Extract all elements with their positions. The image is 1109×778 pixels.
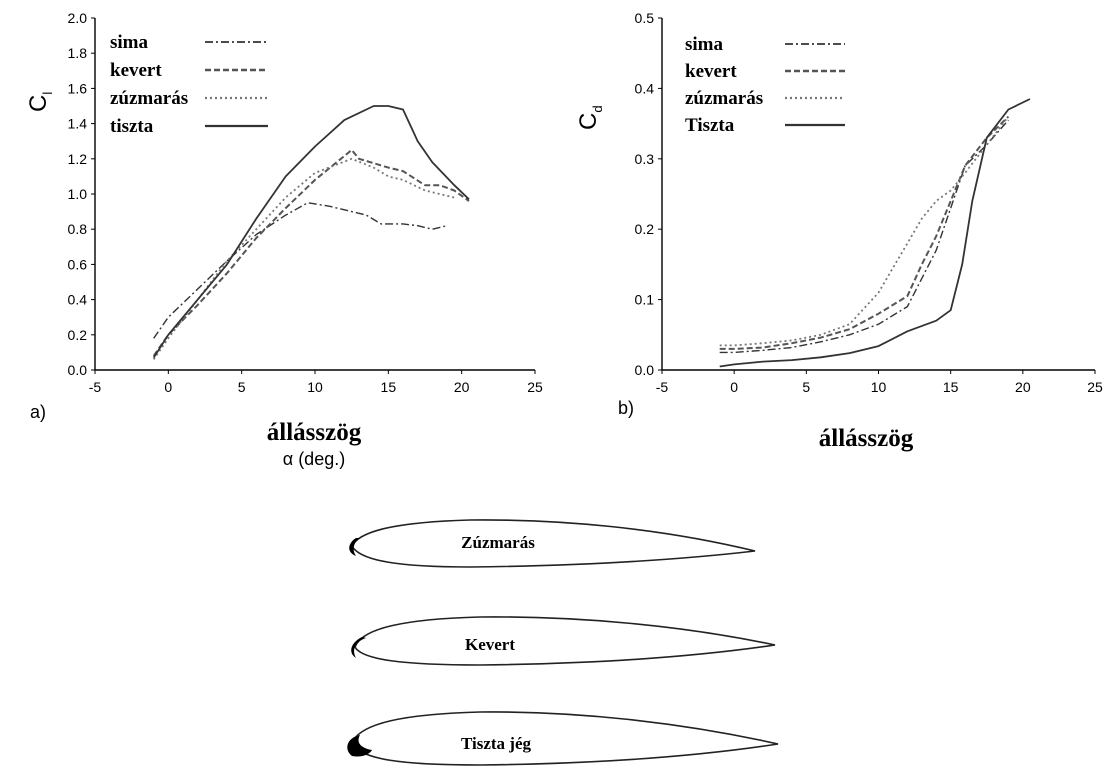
series-line-Tiszta bbox=[719, 98, 1031, 368]
y-tick-label: 0.5 bbox=[635, 10, 655, 26]
series-line-zúzmarás bbox=[152, 157, 455, 360]
x-tick-label: 25 bbox=[1087, 379, 1103, 395]
x-axis-title-b: állásszög bbox=[819, 425, 914, 452]
series-line-kevert bbox=[719, 115, 1010, 350]
y-tick-label: 0.6 bbox=[68, 256, 88, 272]
y-tick-label: 0.0 bbox=[635, 362, 655, 378]
series-group-a bbox=[152, 105, 470, 360]
ice-accretion-shape bbox=[351, 637, 366, 658]
y-tick-label: 1.4 bbox=[68, 116, 88, 132]
series-line-kevert bbox=[152, 149, 470, 357]
y-tick-label: 0.4 bbox=[68, 292, 88, 308]
x-tick-label: 5 bbox=[802, 379, 810, 395]
airfoil-label: Zúzmarás bbox=[461, 533, 535, 552]
y-tick-label: 1.6 bbox=[68, 80, 88, 96]
x-tick-label: 10 bbox=[307, 379, 323, 395]
y-axis-label-sub-b: d bbox=[590, 105, 605, 112]
legend-label: Tiszta bbox=[685, 115, 735, 136]
y-ticks-b: 0.0 0.1 0.2 0.3 0.4 0.5 bbox=[635, 10, 662, 378]
y-tick-label: 0.2 bbox=[635, 221, 655, 237]
y-tick-label: 0.3 bbox=[635, 151, 655, 167]
legend-label: kevert bbox=[110, 60, 162, 81]
airfoil-outline bbox=[354, 616, 776, 666]
airfoil-zuzmaras: Zúzmarás bbox=[349, 519, 756, 568]
y-axis-label-main-a: C bbox=[25, 95, 52, 112]
y-axis-label-sub-a: l bbox=[40, 92, 55, 95]
legend-label: kevert bbox=[685, 61, 737, 82]
airfoil-label: Kevert bbox=[465, 635, 515, 654]
chart-a: 0.0 0.2 0.4 0.6 0.8 1.0 1.2 1.4 1.6 1.8 2.0 -5 0 5 10… bbox=[25, 10, 543, 469]
panel-label-b: b) bbox=[618, 398, 634, 418]
series-line-tiszta bbox=[152, 105, 470, 359]
x-ticks-b: -5 0 5 10 15 20 25 bbox=[656, 370, 1103, 395]
x-ticks-a: -5 0 5 10 15 20 25 bbox=[89, 370, 543, 395]
y-tick-label: 1.0 bbox=[68, 186, 88, 202]
legend-label: zúzmarás bbox=[685, 88, 763, 109]
series-line-sima bbox=[719, 119, 1009, 354]
y-ticks-a: 0.0 0.2 0.4 0.6 0.8 1.0 1.2 1.4 1.6 1.8 2.0 bbox=[68, 10, 95, 378]
x-axis-title-a: állásszög bbox=[267, 419, 362, 446]
x-tick-label: 10 bbox=[871, 379, 887, 395]
y-axis-label-b: Cd bbox=[575, 105, 605, 130]
series-group-b bbox=[719, 98, 1031, 368]
y-axis-label-main-b: C bbox=[575, 113, 602, 130]
legend-a: sima kevert zúzmarás tiszta bbox=[110, 32, 268, 137]
airfoil-label: Tiszta jég bbox=[461, 734, 532, 753]
x-axis-subtitle-a: α (deg.) bbox=[283, 449, 345, 469]
airfoil-kevert: Kevert bbox=[351, 616, 776, 666]
y-axis-label-a: Cl bbox=[25, 92, 55, 112]
x-tick-label: -5 bbox=[656, 379, 669, 395]
y-tick-label: 0.0 bbox=[68, 362, 88, 378]
ice-accretion-shape bbox=[347, 735, 372, 757]
y-tick-label: 0.8 bbox=[68, 221, 88, 237]
airfoil-tiszta-jeg: Tiszta jég bbox=[347, 711, 779, 766]
legend-label: zúzmarás bbox=[110, 88, 188, 109]
y-tick-label: 2.0 bbox=[68, 10, 88, 26]
airfoil-outline bbox=[351, 711, 779, 766]
x-tick-label: -5 bbox=[89, 379, 102, 395]
legend-label: tiszta bbox=[110, 116, 154, 137]
x-tick-label: 0 bbox=[164, 379, 172, 395]
x-tick-label: 0 bbox=[730, 379, 738, 395]
ice-accretion-shape bbox=[349, 538, 360, 556]
airfoil-outline bbox=[351, 519, 756, 568]
series-line-sima bbox=[153, 202, 448, 339]
x-tick-label: 15 bbox=[381, 379, 397, 395]
y-tick-label: 0.1 bbox=[635, 292, 655, 308]
x-tick-label: 20 bbox=[454, 379, 470, 395]
panel-label-a: a) bbox=[30, 402, 46, 422]
legend-label: sima bbox=[685, 34, 724, 55]
x-tick-label: 15 bbox=[943, 379, 959, 395]
legend-b: sima kevert zúzmarás Tiszta bbox=[685, 34, 845, 136]
x-tick-label: 20 bbox=[1015, 379, 1031, 395]
y-tick-label: 0.4 bbox=[635, 80, 655, 96]
y-tick-label: 0.2 bbox=[68, 327, 88, 343]
x-tick-label: 25 bbox=[527, 379, 543, 395]
series-line-zúzmarás bbox=[719, 116, 1010, 347]
x-tick-label: 5 bbox=[238, 379, 246, 395]
y-tick-label: 1.2 bbox=[68, 151, 88, 167]
legend-label: sima bbox=[110, 32, 149, 53]
chart-b: 0.0 0.1 0.2 0.3 0.4 0.5 -5 0 5 10 15 20 25 sima keve… bbox=[575, 10, 1103, 452]
y-tick-label: 1.8 bbox=[68, 45, 88, 61]
